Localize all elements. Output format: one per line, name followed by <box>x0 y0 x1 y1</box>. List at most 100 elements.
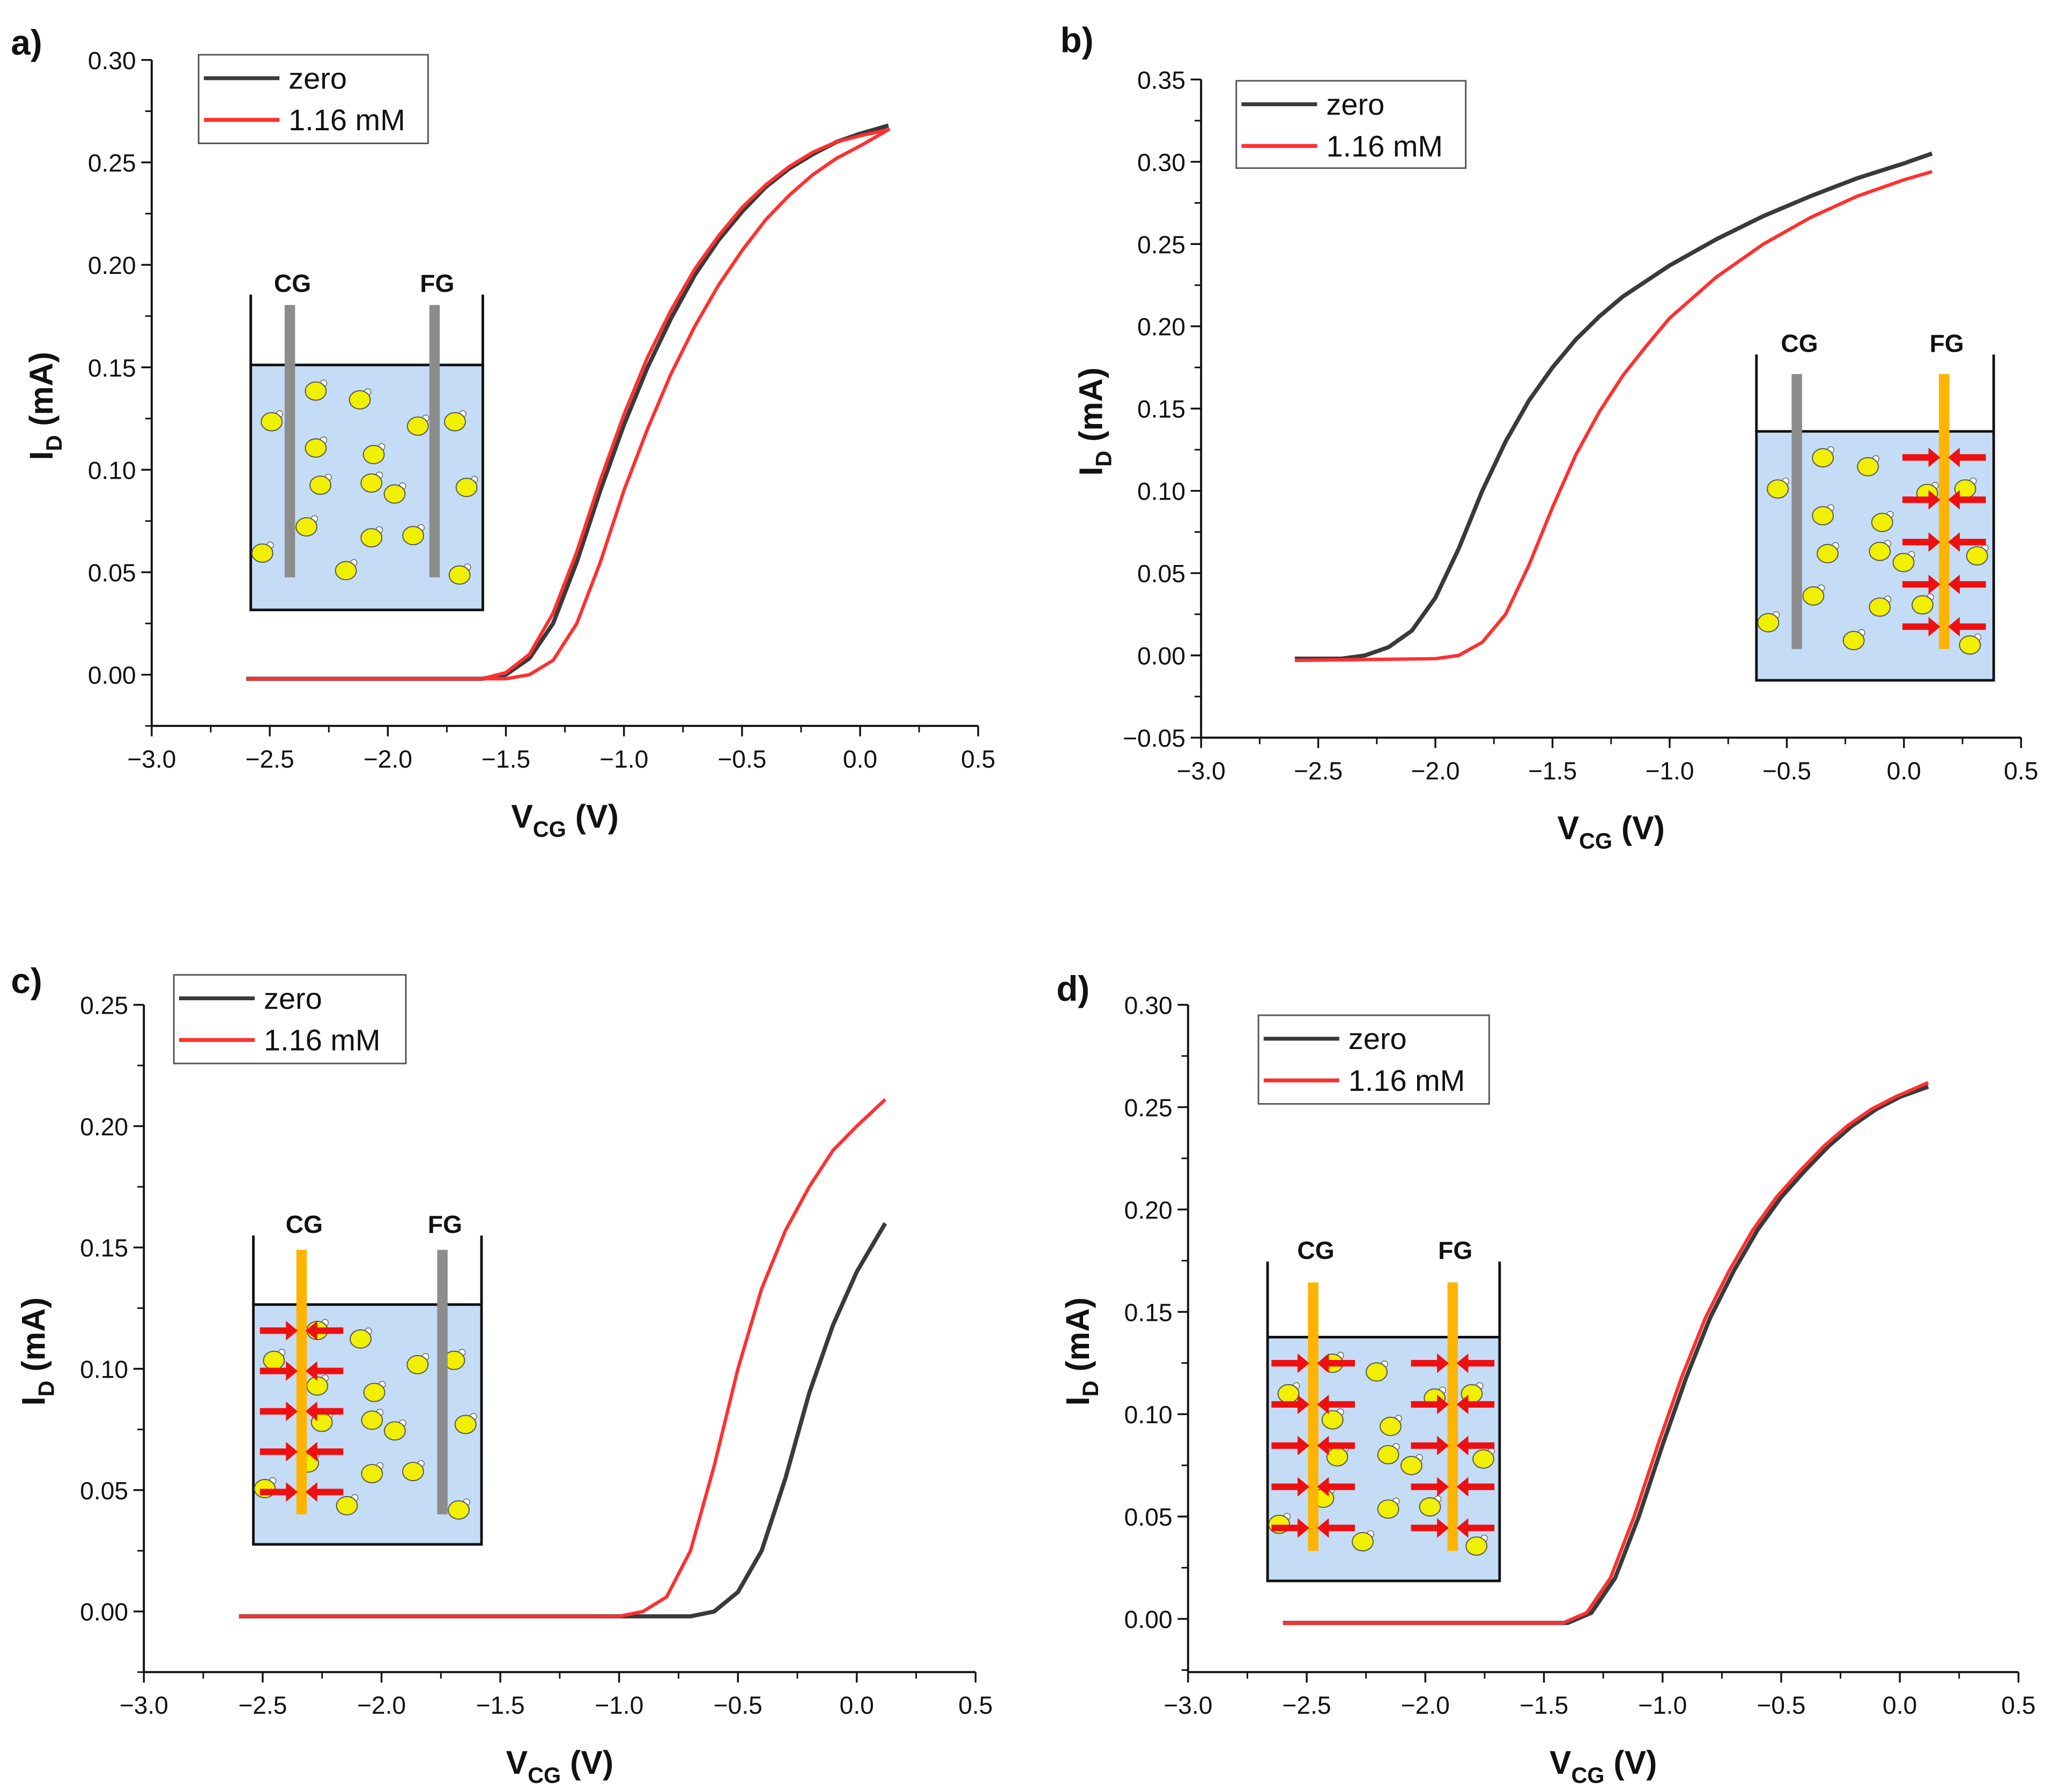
series-line-zero <box>1283 1084 1929 1625</box>
analyte-particle <box>1817 544 1839 563</box>
analyte-particle <box>295 517 317 537</box>
cg-electrode <box>296 1250 307 1515</box>
x-tick-label: −2.0 <box>1411 757 1459 785</box>
analyte-particle <box>335 561 357 581</box>
y-tick-label: 0.15 <box>80 1234 128 1262</box>
arrow-left-icon <box>1317 1477 1355 1497</box>
arrow-left-icon <box>1948 448 1986 467</box>
analyte-particle <box>1857 457 1879 477</box>
x-axis-title-main: V <box>506 1744 528 1781</box>
y-axis-title: ID (mA) <box>1072 368 1116 476</box>
arrow-left-icon <box>305 1361 344 1381</box>
analyte-particle <box>1757 613 1780 633</box>
analyte-particle <box>455 478 478 497</box>
analyte-particle <box>1472 1449 1494 1469</box>
series-line-zero <box>239 1222 887 1619</box>
x-tick-label: −1.0 <box>599 745 648 773</box>
legend-box <box>1235 80 1467 169</box>
x-tick-label: −3.0 <box>1176 757 1225 785</box>
x-axis-title-sub: CG <box>1571 1763 1604 1788</box>
x-tick-label: −0.5 <box>1757 1691 1805 1719</box>
y-tick-label: 0.35 <box>1137 66 1185 94</box>
arrow-right-icon <box>260 1321 298 1341</box>
cg-label: CG <box>1781 329 1818 357</box>
x-tick-label: −3.0 <box>127 745 176 773</box>
x-tick-label: −2.0 <box>1401 1691 1450 1719</box>
y-tick-label: 0.05 <box>80 1477 128 1505</box>
analyte-particle <box>1352 1532 1374 1552</box>
legend: zero 1.16 mM <box>1235 80 1467 169</box>
analyte-particle <box>360 528 383 548</box>
fg-label: FG <box>428 1210 462 1238</box>
series-line-1-16-mM <box>1283 1081 1929 1625</box>
series-line-1-16-mM <box>1294 170 1933 663</box>
x-axis-title-main: V <box>511 798 533 835</box>
panel-c: c) −3.0 −2.5 −2.0 −1.5 −1.0 −0.5 0.0 0.5 0.00 0.05… <box>11 962 992 1788</box>
analyte-particle <box>1802 586 1825 606</box>
legend: zero 1.16 mM <box>173 974 407 1065</box>
inset-schematic: CG FG <box>252 1210 483 1546</box>
analyte-particle <box>1869 597 1891 617</box>
arrow-right-icon <box>260 1401 298 1422</box>
arrow-right-icon <box>1271 1477 1309 1497</box>
analyte-particle <box>448 565 471 585</box>
x-tick-label: −2.5 <box>238 1691 287 1719</box>
y-axis-title-unit: (mA) <box>16 1297 52 1380</box>
x-axis-title-unit: (V) <box>566 798 619 835</box>
analyte-particle <box>1321 1410 1344 1430</box>
x-tick-label: −1.5 <box>481 745 530 773</box>
analyte-particle <box>362 445 385 465</box>
x-tick-label: −1.5 <box>476 1691 525 1719</box>
x-tick-label: −2.0 <box>364 745 412 773</box>
fg-electrode <box>429 304 440 578</box>
y-tick-label: 0.15 <box>88 354 136 382</box>
y-tick-label: 0.25 <box>88 149 136 177</box>
arrow-left-icon <box>1317 1518 1355 1538</box>
arrow-left-icon <box>1456 1518 1495 1538</box>
inset-schematic: CG FG <box>249 270 484 612</box>
arrow-left-icon <box>1948 532 1986 552</box>
arrow-left-icon <box>305 1482 344 1502</box>
cg-electrode <box>1791 374 1802 649</box>
y-tick-label: 0.10 <box>80 1356 128 1384</box>
x-axis-title-unit: (V) <box>1612 810 1665 846</box>
arrow-right-icon <box>1271 1436 1309 1456</box>
x-tick-label: 0.0 <box>1883 1691 1917 1719</box>
arrow-right-icon <box>1271 1518 1309 1538</box>
arrow-left-icon <box>1456 1477 1495 1497</box>
analyte-particle <box>1326 1447 1348 1467</box>
arrow-left-icon <box>305 1441 344 1462</box>
y-tick-label: 0.25 <box>1137 230 1185 258</box>
analyte-particle <box>263 1350 285 1370</box>
y-axis-title: ID (mA) <box>1059 1297 1103 1406</box>
x-tick-label: −2.5 <box>246 745 294 773</box>
fg-label: FG <box>420 270 454 298</box>
arrow-right-icon <box>1411 1394 1449 1415</box>
legend-label: 1.16 mM <box>264 1023 380 1057</box>
y-axis-title-unit: (mA) <box>23 352 60 435</box>
arrow-left-icon <box>305 1401 344 1422</box>
x-axis-title: VCG (V) <box>1550 1744 1657 1788</box>
analyte-particle <box>402 526 425 546</box>
analyte-particle <box>1465 1536 1487 1556</box>
analyte-particle <box>1377 1445 1399 1464</box>
x-tick-label: −1.0 <box>1638 1691 1687 1719</box>
y-tick-label: 0.20 <box>88 251 136 279</box>
x-axis-title-unit: (V) <box>1604 1744 1657 1781</box>
analyte-particle <box>1366 1362 1388 1382</box>
x-axis-title-sub: CG <box>533 817 566 842</box>
y-axis-title-main: I <box>16 1396 52 1406</box>
analyte-particle <box>1911 595 1933 615</box>
arrow-left-icon <box>1456 1436 1495 1456</box>
series-line-1-16-mM <box>239 1098 887 1618</box>
analyte-particle <box>261 412 283 432</box>
arrow-left-icon <box>1456 1394 1495 1415</box>
y-tick-label: 0.00 <box>88 661 136 689</box>
x-tick-label: −3.0 <box>1164 1691 1212 1719</box>
inset-schematic: CG FG <box>1755 329 1995 682</box>
analyte-particle <box>349 390 371 410</box>
panel-d: d) −3.0 −2.5 −2.0 −1.5 −1.0 −0.5 0.0 0.5 0.00 0.05… <box>1056 969 2035 1788</box>
y-tick-label: 0.20 <box>1137 313 1185 341</box>
panel-b: b) −3.0 −2.5 −2.0 −1.5 −1.0 −0.5 0.0 0.5 −0.05 0.0… <box>1061 20 2039 853</box>
